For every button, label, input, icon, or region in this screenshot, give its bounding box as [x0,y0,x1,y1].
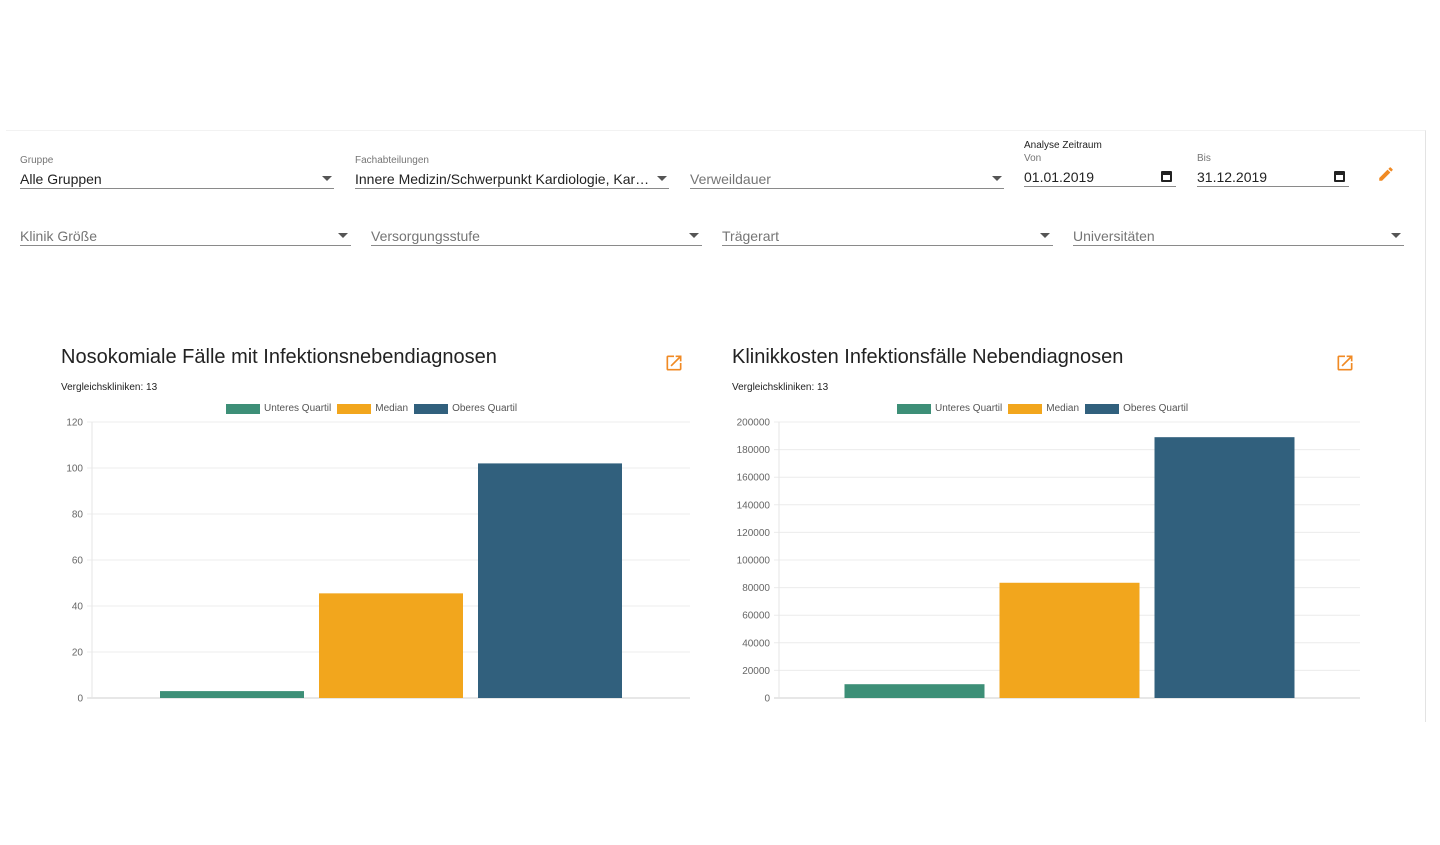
y-tick-label: 60 [72,556,84,567]
legend-item-unteres[interactable]: Unteres Quartil [226,403,331,414]
fachabteilungen-label: Fachabteilungen [355,155,429,166]
verweildauer-select[interactable]: Verweildauer [690,155,1004,189]
chart-2-plot: 0 20000 40000 60000 80000 100000 120000 140000 1… [737,418,1360,705]
open-in-new-icon[interactable] [664,353,684,373]
legend-swatch [1085,403,1120,414]
y-tick-label: 80000 [742,583,770,594]
y-tick-label: 120000 [737,528,771,539]
gruppe-value: Alle Gruppen [20,171,102,187]
legend-swatch [1008,403,1043,414]
chart-2-title: Klinikkosten Infektionsfälle Nebendiagno… [732,346,1124,368]
bar-oberes-quartil[interactable] [1154,437,1295,698]
chevron-down-icon [338,233,348,238]
legend-label: Oberes Quartil [1123,403,1189,414]
gruppe-select[interactable]: Gruppe Alle Gruppen [20,155,334,189]
y-tick-label: 0 [764,694,770,705]
y-tick-label: 180000 [737,445,771,456]
von-date-input[interactable]: Von 01.01.2019 [1024,153,1176,187]
versorgungsstufe-select[interactable]: Versorgungsstufe [371,212,702,246]
fachabteilungen-value: Innere Medizin/Schwerpunkt Kardiologie, … [355,171,653,187]
versorgungsstufe-placeholder: Versorgungsstufe [371,228,480,244]
chevron-down-icon [657,176,667,181]
chart-1-plot: 0 20 40 60 80 100 120 [66,418,690,705]
legend-label: Unteres Quartil [264,403,332,414]
legend-item-oberes[interactable]: Oberes Quartil [414,403,517,414]
y-tick-label: 140000 [737,500,771,511]
fachabteilungen-select[interactable]: Fachabteilungen Innere Medizin/Schwerpun… [355,155,669,189]
legend-swatch [337,403,372,414]
calendar-icon[interactable] [1161,171,1172,182]
chevron-down-icon [992,176,1002,181]
dashboard-panel [6,130,1426,722]
legend-label: Median [1046,403,1080,414]
y-tick-label: 20 [72,648,84,659]
legend-item-median[interactable]: Median [1008,403,1079,414]
bar-median[interactable] [319,593,463,698]
bar-unteres-quartil[interactable] [160,691,304,698]
verweildauer-placeholder: Verweildauer [690,171,771,187]
bar-median[interactable] [999,582,1140,698]
y-tick-label: 80 [72,510,84,521]
klinik-groesse-select[interactable]: Klinik Größe [20,212,351,246]
legend-label: Unteres Quartil [935,403,1003,414]
chart-1-subtitle: Vergleichskliniken: 13 [61,382,158,393]
y-tick-label: 0 [77,694,83,705]
open-in-new-icon[interactable] [1335,353,1355,373]
bar-oberes-quartil[interactable] [478,463,622,698]
bis-date-input[interactable]: Bis 31.12.2019 [1197,153,1349,187]
gruppe-label: Gruppe [20,155,54,166]
chevron-down-icon [322,176,332,181]
legend-label: Median [375,403,409,414]
traegerart-placeholder: Trägerart [722,228,780,244]
chevron-down-icon [1040,233,1050,238]
y-tick-label: 40000 [742,638,770,649]
chevron-down-icon [1391,233,1401,238]
legend-swatch [897,403,931,414]
chart-1-legend: Unteres Quartil Median Oberes Quartil [226,403,523,414]
pencil-icon[interactable] [1377,165,1395,183]
bis-value: 31.12.2019 [1197,169,1268,185]
y-tick-label: 40 [72,602,84,613]
legend-item-median[interactable]: Median [337,403,408,414]
calendar-icon[interactable] [1334,171,1345,182]
legend-label: Oberes Quartil [452,403,518,414]
y-tick-label: 60000 [742,611,770,622]
chart-1-title: Nosokomiale Fälle mit Infektionsnebendia… [61,346,497,368]
von-label: Von [1024,153,1042,164]
y-tick-label: 100000 [737,556,771,567]
bis-label: Bis [1197,153,1211,164]
y-tick-label: 100 [66,464,83,475]
klinik-groesse-placeholder: Klinik Größe [20,228,98,244]
legend-item-oberes[interactable]: Oberes Quartil [1085,403,1188,414]
universitaeten-placeholder: Universitäten [1073,228,1155,244]
y-tick-label: 200000 [737,418,771,429]
chart-2-legend: Unteres Quartil Median Oberes Quartil [897,403,1194,414]
bar-unteres-quartil[interactable] [844,684,985,698]
y-tick-label: 120 [66,418,83,429]
traegerart-select[interactable]: Trägerart [722,212,1053,246]
legend-item-unteres[interactable]: Unteres Quartil [897,403,1002,414]
von-value: 01.01.2019 [1024,169,1095,185]
y-tick-label: 160000 [737,473,771,484]
y-tick-label: 20000 [742,666,770,677]
legend-swatch [226,403,260,414]
legend-swatch [414,403,449,414]
chart-2-subtitle: Vergleichskliniken: 13 [732,382,829,393]
chevron-down-icon [689,233,699,238]
universitaeten-select[interactable]: Universitäten [1073,212,1404,246]
analyse-zeitraum-label: Analyse Zeitraum [1024,140,1102,151]
